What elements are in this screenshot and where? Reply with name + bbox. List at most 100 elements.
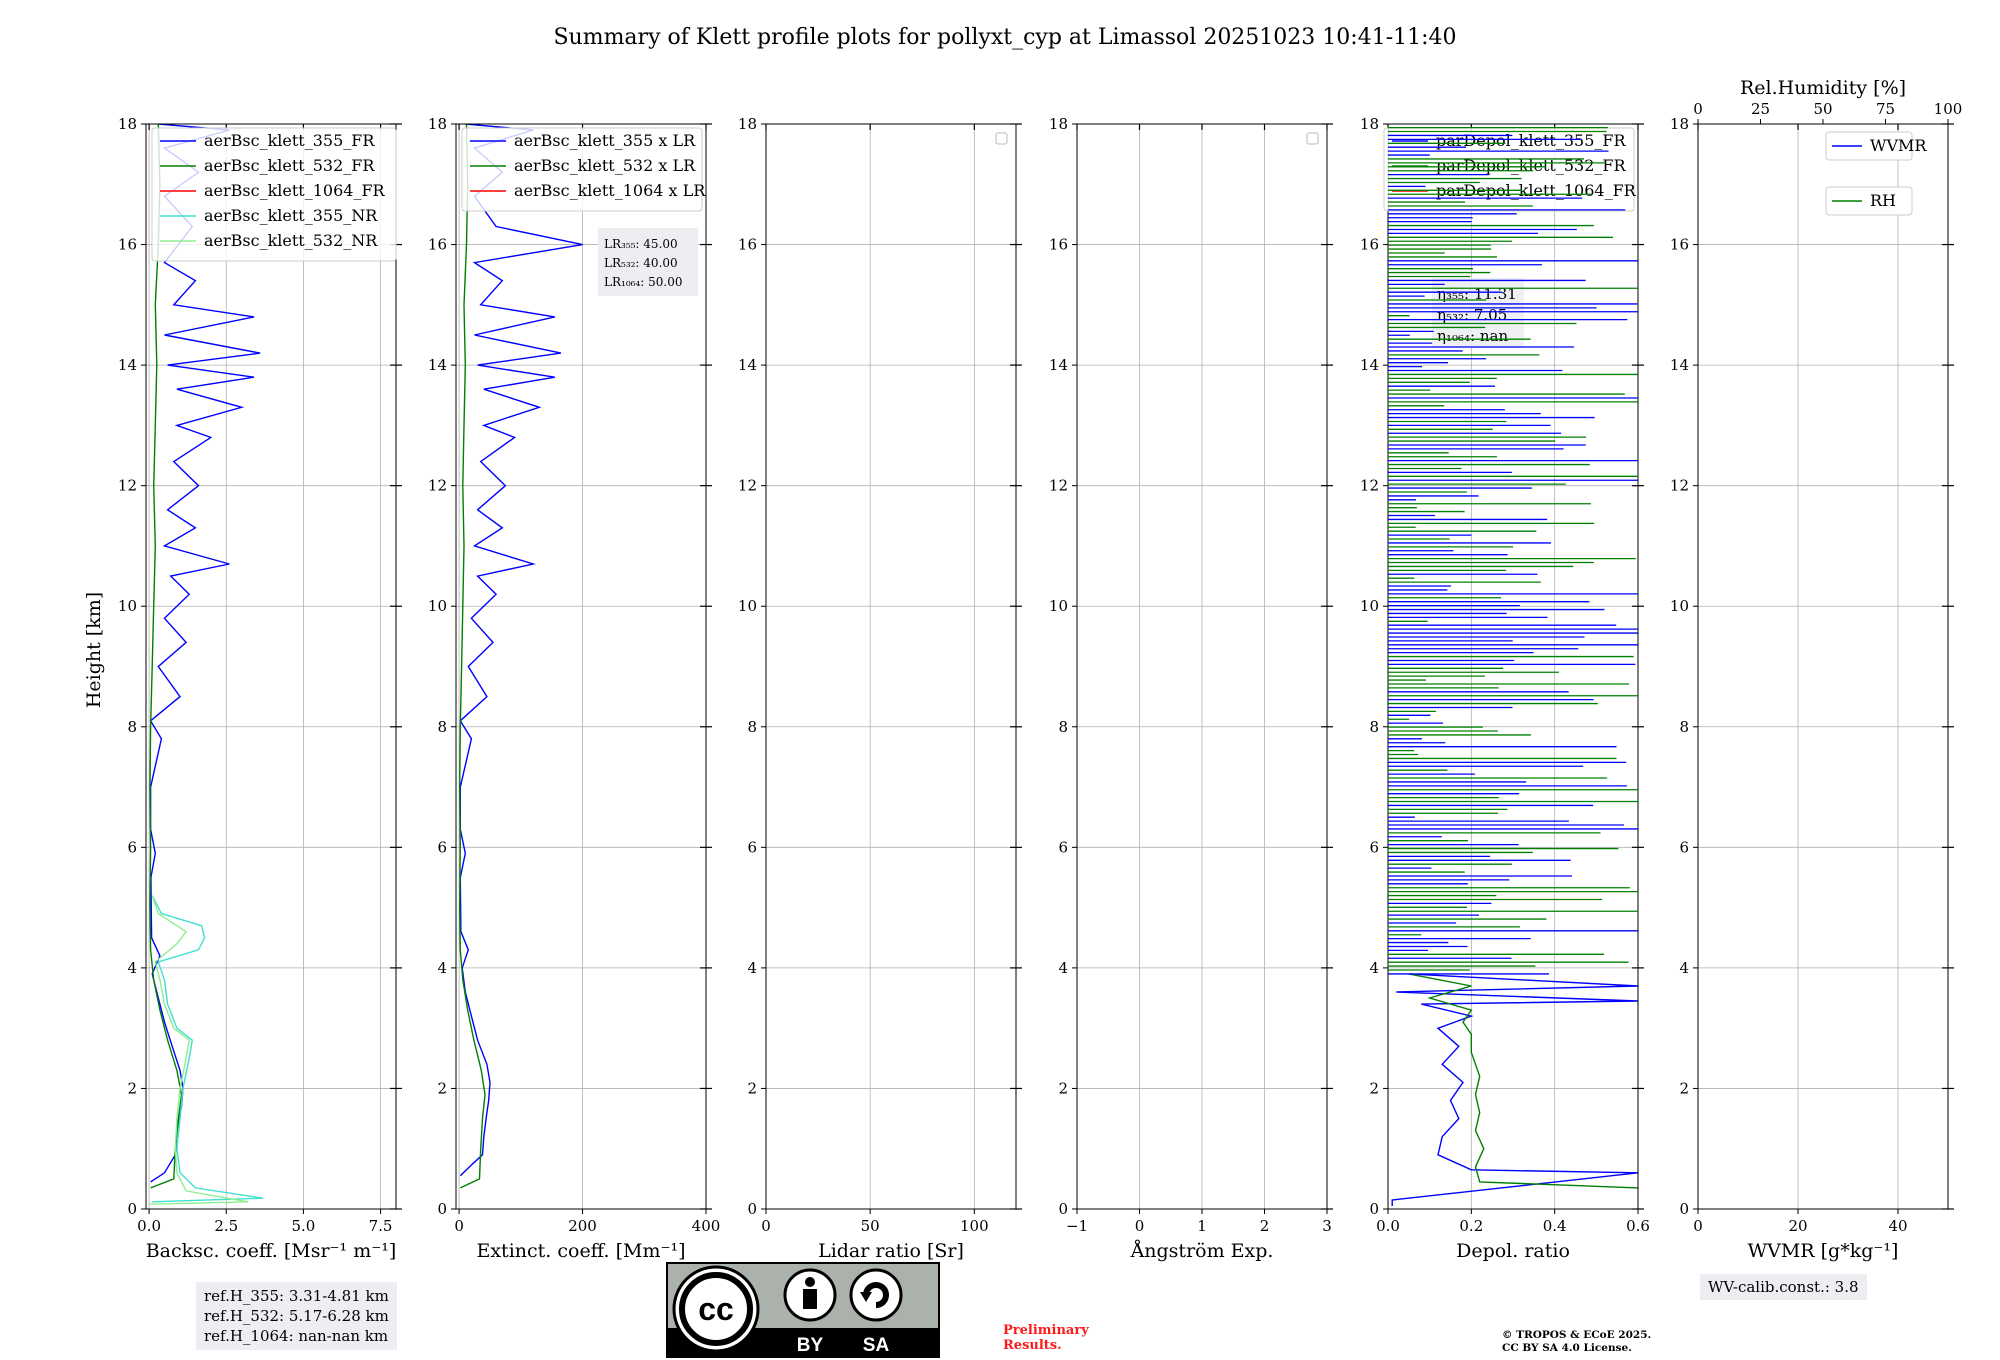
y-tick-label: 16 xyxy=(738,236,757,254)
y-tick-label: 0 xyxy=(1369,1200,1379,1218)
x-tick-label: 5.0 xyxy=(291,1217,315,1235)
x-tick-label: 0 xyxy=(454,1217,464,1235)
y-tick-label: 10 xyxy=(428,597,447,615)
y-tick-label: 0 xyxy=(127,1200,137,1218)
legend-box-RH xyxy=(1825,186,1913,216)
legend-label-aerBsc_klett_532_NR: aerBsc_klett_532_NR xyxy=(204,231,378,250)
legend-label-aerBsc_klett_1064 x LR: aerBsc_klett_1064 x LR xyxy=(514,181,706,200)
y-tick-label: 6 xyxy=(747,838,757,856)
legend-label-RH: RH xyxy=(1870,191,1896,210)
y-tick-label: 0 xyxy=(437,1200,447,1218)
top-x-axis-label: Rel.Humidity [%] xyxy=(1740,77,1906,99)
y-tick-label: 14 xyxy=(1670,356,1689,374)
figure-title: Summary of Klett profile plots for polly… xyxy=(553,25,1456,50)
x-tick-label: 20 xyxy=(1788,1217,1807,1235)
top-x-tick-label: 100 xyxy=(1934,100,1963,118)
y-tick-label: 4 xyxy=(747,959,757,977)
x-tick-label: 50 xyxy=(861,1217,880,1235)
legend-label-aerBsc_klett_532_FR: aerBsc_klett_532_FR xyxy=(204,156,375,175)
y-tick-label: 18 xyxy=(1360,115,1379,133)
y-tick-label: 2 xyxy=(747,1079,757,1097)
legend-label-aerBsc_klett_355_NR: aerBsc_klett_355_NR xyxy=(204,206,378,225)
top-x-tick-label: 0 xyxy=(1693,100,1703,118)
eta-eta355: η₃₅₅: 11.31 xyxy=(1437,285,1517,303)
x-axis-label-depol: Depol. ratio xyxy=(1456,1240,1570,1262)
series-line-parDepol_klett_355_FR xyxy=(1391,973,1638,1206)
y-tick-label: 14 xyxy=(1360,356,1379,374)
y-tick-label: 16 xyxy=(118,236,137,254)
y-tick-label: 8 xyxy=(1679,718,1689,736)
y-tick-label: 14 xyxy=(428,356,447,374)
y-tick-label: 4 xyxy=(1058,959,1068,977)
x-tick-label: 2.5 xyxy=(214,1217,238,1235)
x-tick-label: 0 xyxy=(1693,1217,1703,1235)
y-tick-label: 8 xyxy=(1369,718,1379,736)
legend-empty-angstroem xyxy=(1306,132,1319,145)
x-tick-label: 100 xyxy=(960,1217,989,1235)
y-tick-label: 12 xyxy=(738,477,757,495)
x-tick-label: 2 xyxy=(1260,1217,1270,1235)
panel-extinction: 0 200 400 0 2 4 6 8 10 12 14 16 18 Extinct. coeff. [M… xyxy=(428,115,720,1262)
series-line-aerBsc_klett_355_FR xyxy=(149,124,261,1183)
x-tick-label: 0.0 xyxy=(1376,1217,1400,1235)
x-tick-label: 0.0 xyxy=(137,1217,161,1235)
legend-label-aerBsc_klett_355_FR: aerBsc_klett_355_FR xyxy=(204,131,375,150)
y-tick-label: 4 xyxy=(1369,959,1379,977)
lr-lr355: LR₃₅₅: 45.00 xyxy=(604,237,678,251)
ref-h-532: ref.H_532: 5.17-6.28 km xyxy=(204,1307,389,1325)
series-line-aerBsc_klett_532_NR xyxy=(149,895,249,1205)
y-tick-label: 6 xyxy=(1679,838,1689,856)
axes-frame-wvmr xyxy=(1697,123,1949,1210)
x-tick-label: 200 xyxy=(568,1217,597,1235)
copyright-line-1: © TROPOS & ECoE 2025. xyxy=(1502,1329,1652,1341)
x-tick-label: 7.5 xyxy=(369,1217,393,1235)
y-tick-label: 12 xyxy=(428,477,447,495)
lr-annotation: LR₃₅₅: 45.00 LR₅₃₂: 40.00 LR₁₀₆₄: 50.00 xyxy=(598,228,698,296)
y-tick-label: 14 xyxy=(738,356,757,374)
axes-frame-backscatter xyxy=(145,123,397,1210)
lr-lr532: LR₅₃₂: 40.00 xyxy=(604,256,678,270)
y-tick-label: 2 xyxy=(127,1079,137,1097)
eta-eta532: η₅₃₂: 7.05 xyxy=(1437,306,1507,324)
x-tick-label: 400 xyxy=(692,1217,721,1235)
y-tick-label: 14 xyxy=(118,356,137,374)
y-tick-label: 2 xyxy=(1679,1079,1689,1097)
preliminary-line-2: Results. xyxy=(1003,1338,1062,1353)
copyright-line-2: CC BY SA 4.0 License. xyxy=(1502,1342,1632,1354)
ref-h-1064: ref.H_1064: nan-nan km xyxy=(204,1327,389,1345)
series-line-parDepol_klett_532_FR xyxy=(1408,973,1638,1189)
panel-wvmr: 0 20 40 0 2 4 6 8 10 12 14 16 18 WVMR [g*kg⁻¹] 0 25 50 75… xyxy=(1670,77,1962,1262)
x-tick-label: 1 xyxy=(1197,1217,1207,1235)
eta-annotation: η₃₅₅: 11.31 η₅₃₂: 7.05 η₁₀₆₄: nan xyxy=(1432,278,1524,348)
y-tick-label: 12 xyxy=(1670,477,1689,495)
x-tick-label: 0.2 xyxy=(1459,1217,1483,1235)
cc-by-sa-logo: cc BY SA xyxy=(666,1262,940,1358)
y-axis-label: Height [km] xyxy=(83,592,105,708)
eta-box xyxy=(1432,278,1524,348)
y-tick-label: 16 xyxy=(1670,236,1689,254)
x-axis-label-angstroem: Ångström Exp. xyxy=(1130,1240,1274,1262)
y-tick-label: 8 xyxy=(127,718,137,736)
y-tick-label: 2 xyxy=(437,1079,447,1097)
by-text: BY xyxy=(797,1335,824,1356)
axes-frame-extinction xyxy=(455,123,707,1210)
wv-calib-box: WV-calib.const.: 3.8 xyxy=(1700,1274,1867,1300)
series-line-aerBsc_klett_355_NR xyxy=(151,895,264,1203)
y-tick-label: 16 xyxy=(1360,236,1379,254)
x-axis-label-wvmr: WVMR [g*kg⁻¹] xyxy=(1748,1240,1899,1262)
y-tick-label: 16 xyxy=(1049,236,1068,254)
legend-label-aerBsc_klett_1064_FR: aerBsc_klett_1064_FR xyxy=(204,181,386,200)
x-axis-label-extinction: Extinct. coeff. [Mm⁻¹] xyxy=(476,1240,685,1262)
y-tick-label: 6 xyxy=(1369,838,1379,856)
y-tick-label: 18 xyxy=(1670,115,1689,133)
y-tick-label: 6 xyxy=(127,838,137,856)
x-tick-label: 0 xyxy=(761,1217,771,1235)
y-tick-label: 0 xyxy=(1058,1200,1068,1218)
y-tick-label: 14 xyxy=(1049,356,1068,374)
y-tick-label: 6 xyxy=(437,838,447,856)
y-tick-label: 4 xyxy=(127,959,137,977)
top-x-tick-label: 75 xyxy=(1876,100,1895,118)
x-axis-label-lidar_ratio: Lidar ratio [Sr] xyxy=(818,1240,964,1262)
legend-label-aerBsc_klett_532 x LR: aerBsc_klett_532 x LR xyxy=(514,156,696,175)
